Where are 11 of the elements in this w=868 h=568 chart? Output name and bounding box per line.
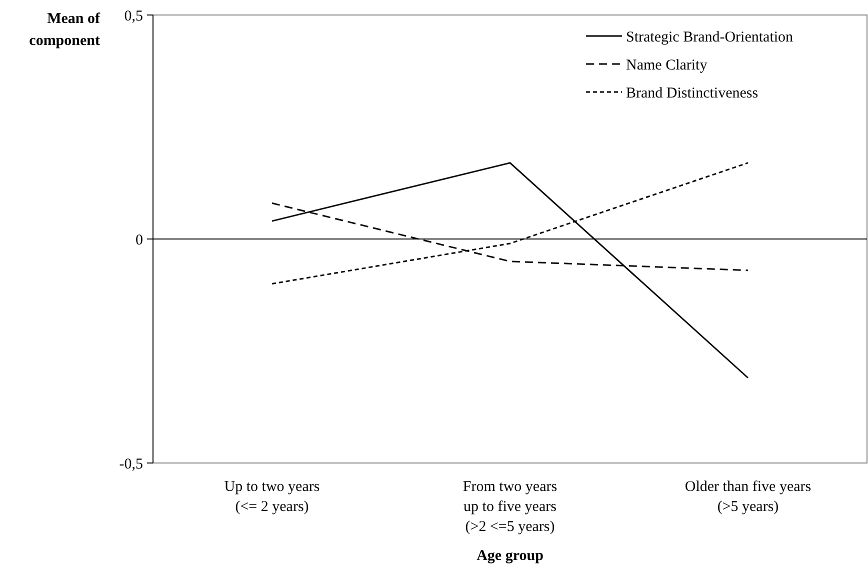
y-tick-label: 0,5 bbox=[124, 8, 143, 24]
legend-label: Brand Distinctiveness bbox=[626, 85, 758, 102]
x-tick-label: Older than five years (>5 years) bbox=[684, 479, 812, 515]
y-tick-label: -0,5 bbox=[119, 456, 143, 472]
legend-label: Strategic Brand-Orientation bbox=[626, 29, 794, 46]
x-tick-label: Up to two years (<= 2 years) bbox=[224, 479, 320, 515]
legend-label: Name Clarity bbox=[626, 57, 708, 74]
y-tick-label: 0 bbox=[136, 232, 143, 248]
y-axis-title: Mean of component bbox=[29, 11, 101, 49]
x-axis-title: Age group bbox=[476, 548, 544, 564]
x-tick-label: From two years up to five years (>2 <=5 years) bbox=[462, 479, 558, 535]
